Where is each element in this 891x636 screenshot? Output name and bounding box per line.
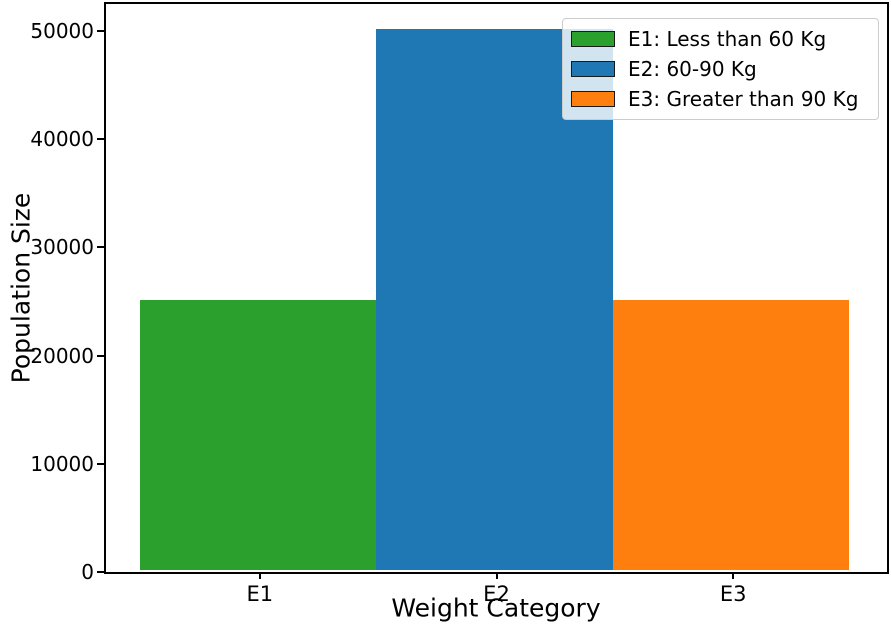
legend-item-E1: E1: Less than 60 Kg: [571, 24, 870, 54]
y-tick-label: 20000: [30, 343, 94, 368]
legend-label: E3: Greater than 90 Kg: [628, 87, 859, 111]
x-tick-mark: [732, 572, 735, 579]
y-tick-label: 10000: [30, 451, 94, 476]
legend-swatch-E1: [571, 31, 615, 47]
x-tick-label: E2: [483, 582, 510, 606]
y-tick-mark: [97, 462, 104, 465]
legend-label: E2: 60-90 Kg: [628, 57, 757, 81]
bar-E1: [139, 299, 377, 570]
y-tick-label: 0: [81, 560, 94, 584]
y-tick-label: 30000: [30, 235, 94, 260]
legend-swatch-E2: [571, 61, 615, 77]
x-tick-mark: [258, 572, 261, 579]
y-tick-mark: [97, 138, 104, 141]
y-tick-mark: [97, 246, 104, 249]
y-tick-mark: [97, 354, 104, 357]
legend-item-E2: E2: 60-90 Kg: [571, 54, 870, 84]
y-tick-label: 50000: [30, 19, 94, 44]
y-axis-label: Population Size: [6, 192, 36, 384]
x-tick-mark: [495, 572, 498, 579]
legend-item-E3: E3: Greater than 90 Kg: [571, 84, 870, 114]
legend-swatch-E3: [571, 91, 615, 107]
legend-label: E1: Less than 60 Kg: [628, 27, 827, 51]
y-tick-label: 40000: [30, 127, 94, 152]
bar-E3: [612, 299, 850, 570]
x-tick-label: E3: [719, 582, 747, 606]
x-axis-label: Weight Category: [391, 593, 601, 623]
y-tick-mark: [97, 30, 104, 33]
legend: E1: Less than 60 Kg E2: 60-90 Kg E3: Great…: [562, 18, 879, 120]
y-tick-mark: [97, 571, 104, 573]
x-tick-label: E1: [246, 582, 274, 606]
